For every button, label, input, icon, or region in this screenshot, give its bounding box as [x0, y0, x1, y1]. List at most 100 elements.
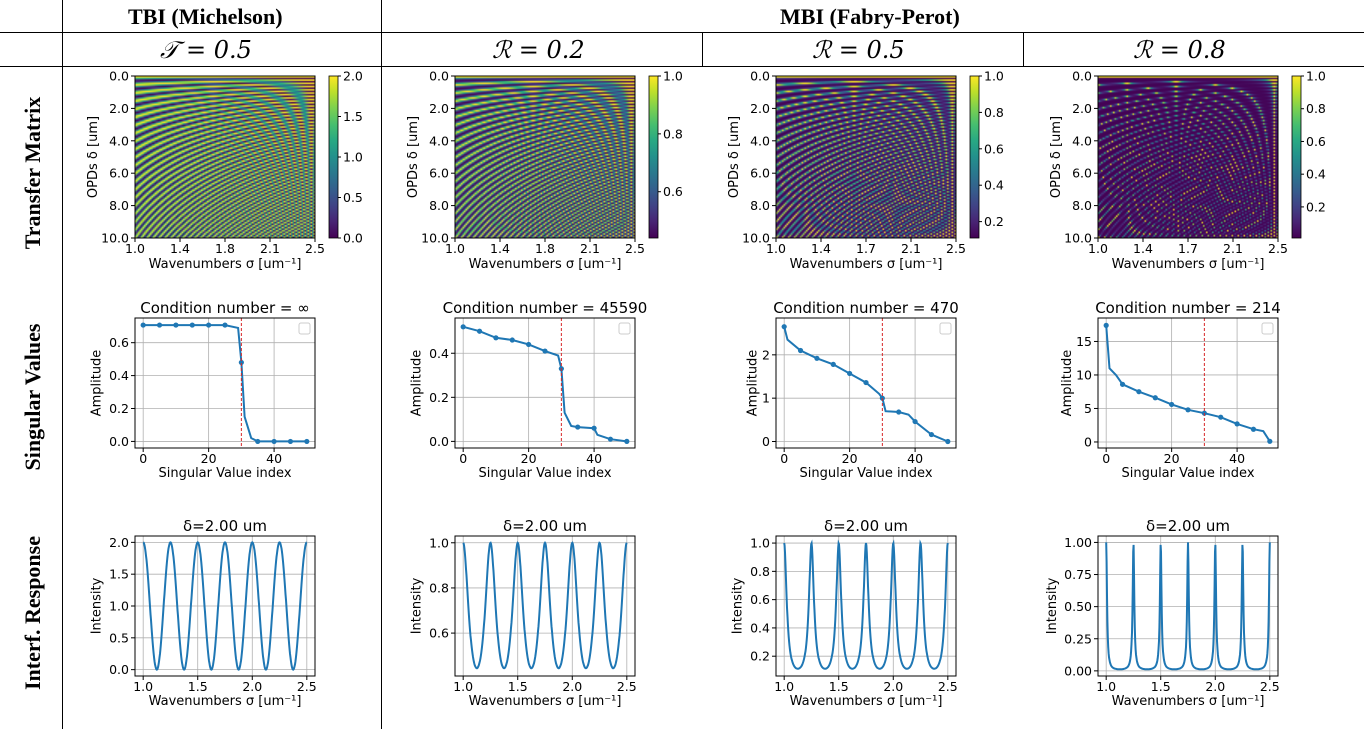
plot-frame: [134, 317, 316, 449]
x-tick-label: 20: [201, 451, 217, 466]
colorbar-tick-label: 0.8: [663, 126, 683, 141]
y-tick-label: 0.0: [429, 69, 449, 84]
data-point: [1185, 407, 1191, 413]
data-point: [830, 361, 836, 367]
series-line: [1105, 325, 1271, 442]
x-tick-label: 40: [1229, 451, 1245, 466]
chart-panel-r2-c0: 1.0 1.5 2.0 2.5 0.0 0.5 1.0 1.5 2.0 δ=2.00 um Wave…: [90, 517, 317, 709]
x-tick-label: 1.7: [856, 241, 876, 256]
plot-frame: [454, 535, 636, 677]
chart-panel-r2-c2: 1.0 1.5 2.0 2.5 0.2 0.4 0.6 0.8 1.0 δ=2.00 um Wave…: [731, 517, 958, 709]
y-tick-label: 1.5: [109, 567, 129, 582]
data-point: [1169, 401, 1175, 408]
plot-frame: [775, 317, 957, 449]
x-tick-label: 0: [139, 451, 147, 466]
y-tick-label: 0.0: [109, 434, 129, 449]
data-point: [624, 438, 630, 444]
colorbar-tick-label: 0.4: [984, 178, 1004, 193]
data-point: [493, 335, 499, 341]
legend-box: [1261, 322, 1274, 335]
chart-title: δ=2.00 um: [824, 517, 908, 535]
col2-col3-divider: [702, 33, 703, 67]
colorbar-tick-label: 0.4: [1306, 167, 1326, 182]
heatmap-image: [1098, 76, 1278, 238]
header-mbi: MBI (Fabry-Perot): [780, 4, 960, 29]
y-tick-label: 0.8: [429, 580, 449, 595]
series-line: [142, 541, 308, 671]
heatmap-image: [776, 76, 956, 238]
series-line: [1105, 542, 1271, 671]
chart-panel-r0-c2: 1.0 1.4 1.7 2.1 2.5 0.0 2.0 4.0 6.0 8.0 10.0 Wavenu…: [727, 69, 1004, 273]
param-divider: [0, 66, 1364, 67]
y-tick-label: 0.8: [750, 564, 770, 579]
y-axis-label: OPDs δ [um]: [727, 116, 742, 198]
data-point: [1234, 421, 1240, 427]
y-tick-label: 0.25: [1064, 631, 1092, 646]
x-axis-label: Wavenumbers σ [um⁻¹]: [149, 257, 302, 272]
y-axis-label: OPDs δ [um]: [406, 116, 421, 198]
plot-frame: [775, 535, 957, 677]
series-line: [462, 325, 627, 443]
x-tick-label: 2.1: [260, 241, 280, 256]
data-point: [173, 322, 179, 328]
x-tick-label: 1.0: [1088, 241, 1108, 256]
row-label-singular-values: Singular Values: [20, 323, 45, 471]
data-point: [896, 409, 902, 415]
y-axis-label: Amplitude: [746, 350, 761, 417]
y-tick-label: 0.2: [750, 649, 770, 664]
y-axis-label: Intensity: [410, 577, 425, 634]
colorbar: [648, 75, 659, 239]
colorbar-tick-label: 0.8: [1306, 101, 1326, 116]
x-axis-label: Wavenumbers σ [um⁻¹]: [1112, 694, 1265, 709]
y-tick-label: 10.0: [1064, 231, 1092, 246]
x-tick-label: 1.8: [215, 241, 235, 256]
y-tick-label: 4.0: [109, 133, 129, 148]
colorbar-tick-label: 1.0: [343, 150, 363, 165]
legend-box: [618, 322, 631, 335]
y-axis-label: OPDs δ [um]: [1049, 116, 1064, 198]
y-tick-label: 0.0: [750, 69, 770, 84]
series-line: [783, 539, 949, 670]
x-tick-label: 2.0: [1205, 679, 1225, 694]
y-tick-label: 10.0: [421, 231, 449, 246]
y-axis-label: OPDs δ [um]: [86, 116, 101, 198]
y-tick-label: 0.0: [429, 434, 449, 449]
plot-frame: [454, 317, 636, 449]
x-tick-label: 20: [842, 451, 858, 466]
chart-panel-r1-c3: 0 20 40 0 5 10 15 Condition number = 214 Singula…: [1060, 299, 1281, 481]
x-tick-label: 1.4: [170, 241, 190, 256]
y-axis-label: Intensity: [90, 577, 105, 634]
x-axis-label: Singular Value index: [158, 466, 291, 481]
y-tick-label: 0.00: [1064, 663, 1092, 678]
x-axis-label: Wavenumbers σ [um⁻¹]: [790, 257, 943, 272]
colorbar-tick-label: 2.0: [343, 69, 363, 84]
y-tick-label: 1.0: [109, 599, 129, 614]
data-point: [945, 438, 951, 445]
y-tick-label: 10.0: [742, 231, 770, 246]
x-tick-label: 1.0: [133, 679, 153, 694]
chart-panel-r0-c0: 1.0 1.4 1.8 2.1 2.5 0.0 2.0 4.0 6.0 8.0 10.0 Wavenu…: [86, 69, 363, 273]
col3-col4-divider: [1023, 33, 1024, 67]
y-tick-label: 0.2: [109, 401, 129, 416]
data-point: [255, 438, 261, 445]
x-tick-label: 1.4: [811, 241, 831, 256]
param-col1: ℛ = 0.2: [492, 36, 585, 64]
colorbar-tick-label: 0.5: [343, 190, 363, 205]
data-point: [1103, 322, 1109, 328]
data-point: [206, 322, 212, 328]
x-tick-label: 2.5: [1268, 241, 1288, 256]
x-tick-label: 1.0: [453, 679, 473, 694]
data-point: [542, 348, 548, 354]
y-tick-label: 0.4: [109, 368, 129, 383]
y-tick-label: 0.0: [1072, 69, 1092, 84]
x-tick-label: 2.5: [617, 679, 637, 694]
x-tick-label: 1.0: [766, 241, 786, 256]
chart-panel-r0-c3: 1.0 1.4 1.7 2.1 2.5 0.0 2.0 4.0 6.0 8.0 10.0 Wavenu…: [1049, 69, 1326, 273]
x-tick-label: 40: [266, 451, 282, 466]
plot-frame: [1097, 317, 1279, 449]
y-tick-label: 2.0: [1072, 101, 1092, 116]
y-axis-label: Amplitude: [1060, 350, 1075, 417]
data-point: [1218, 414, 1224, 420]
x-tick-label: 0: [459, 451, 467, 466]
x-tick-label: 0: [1102, 451, 1110, 466]
